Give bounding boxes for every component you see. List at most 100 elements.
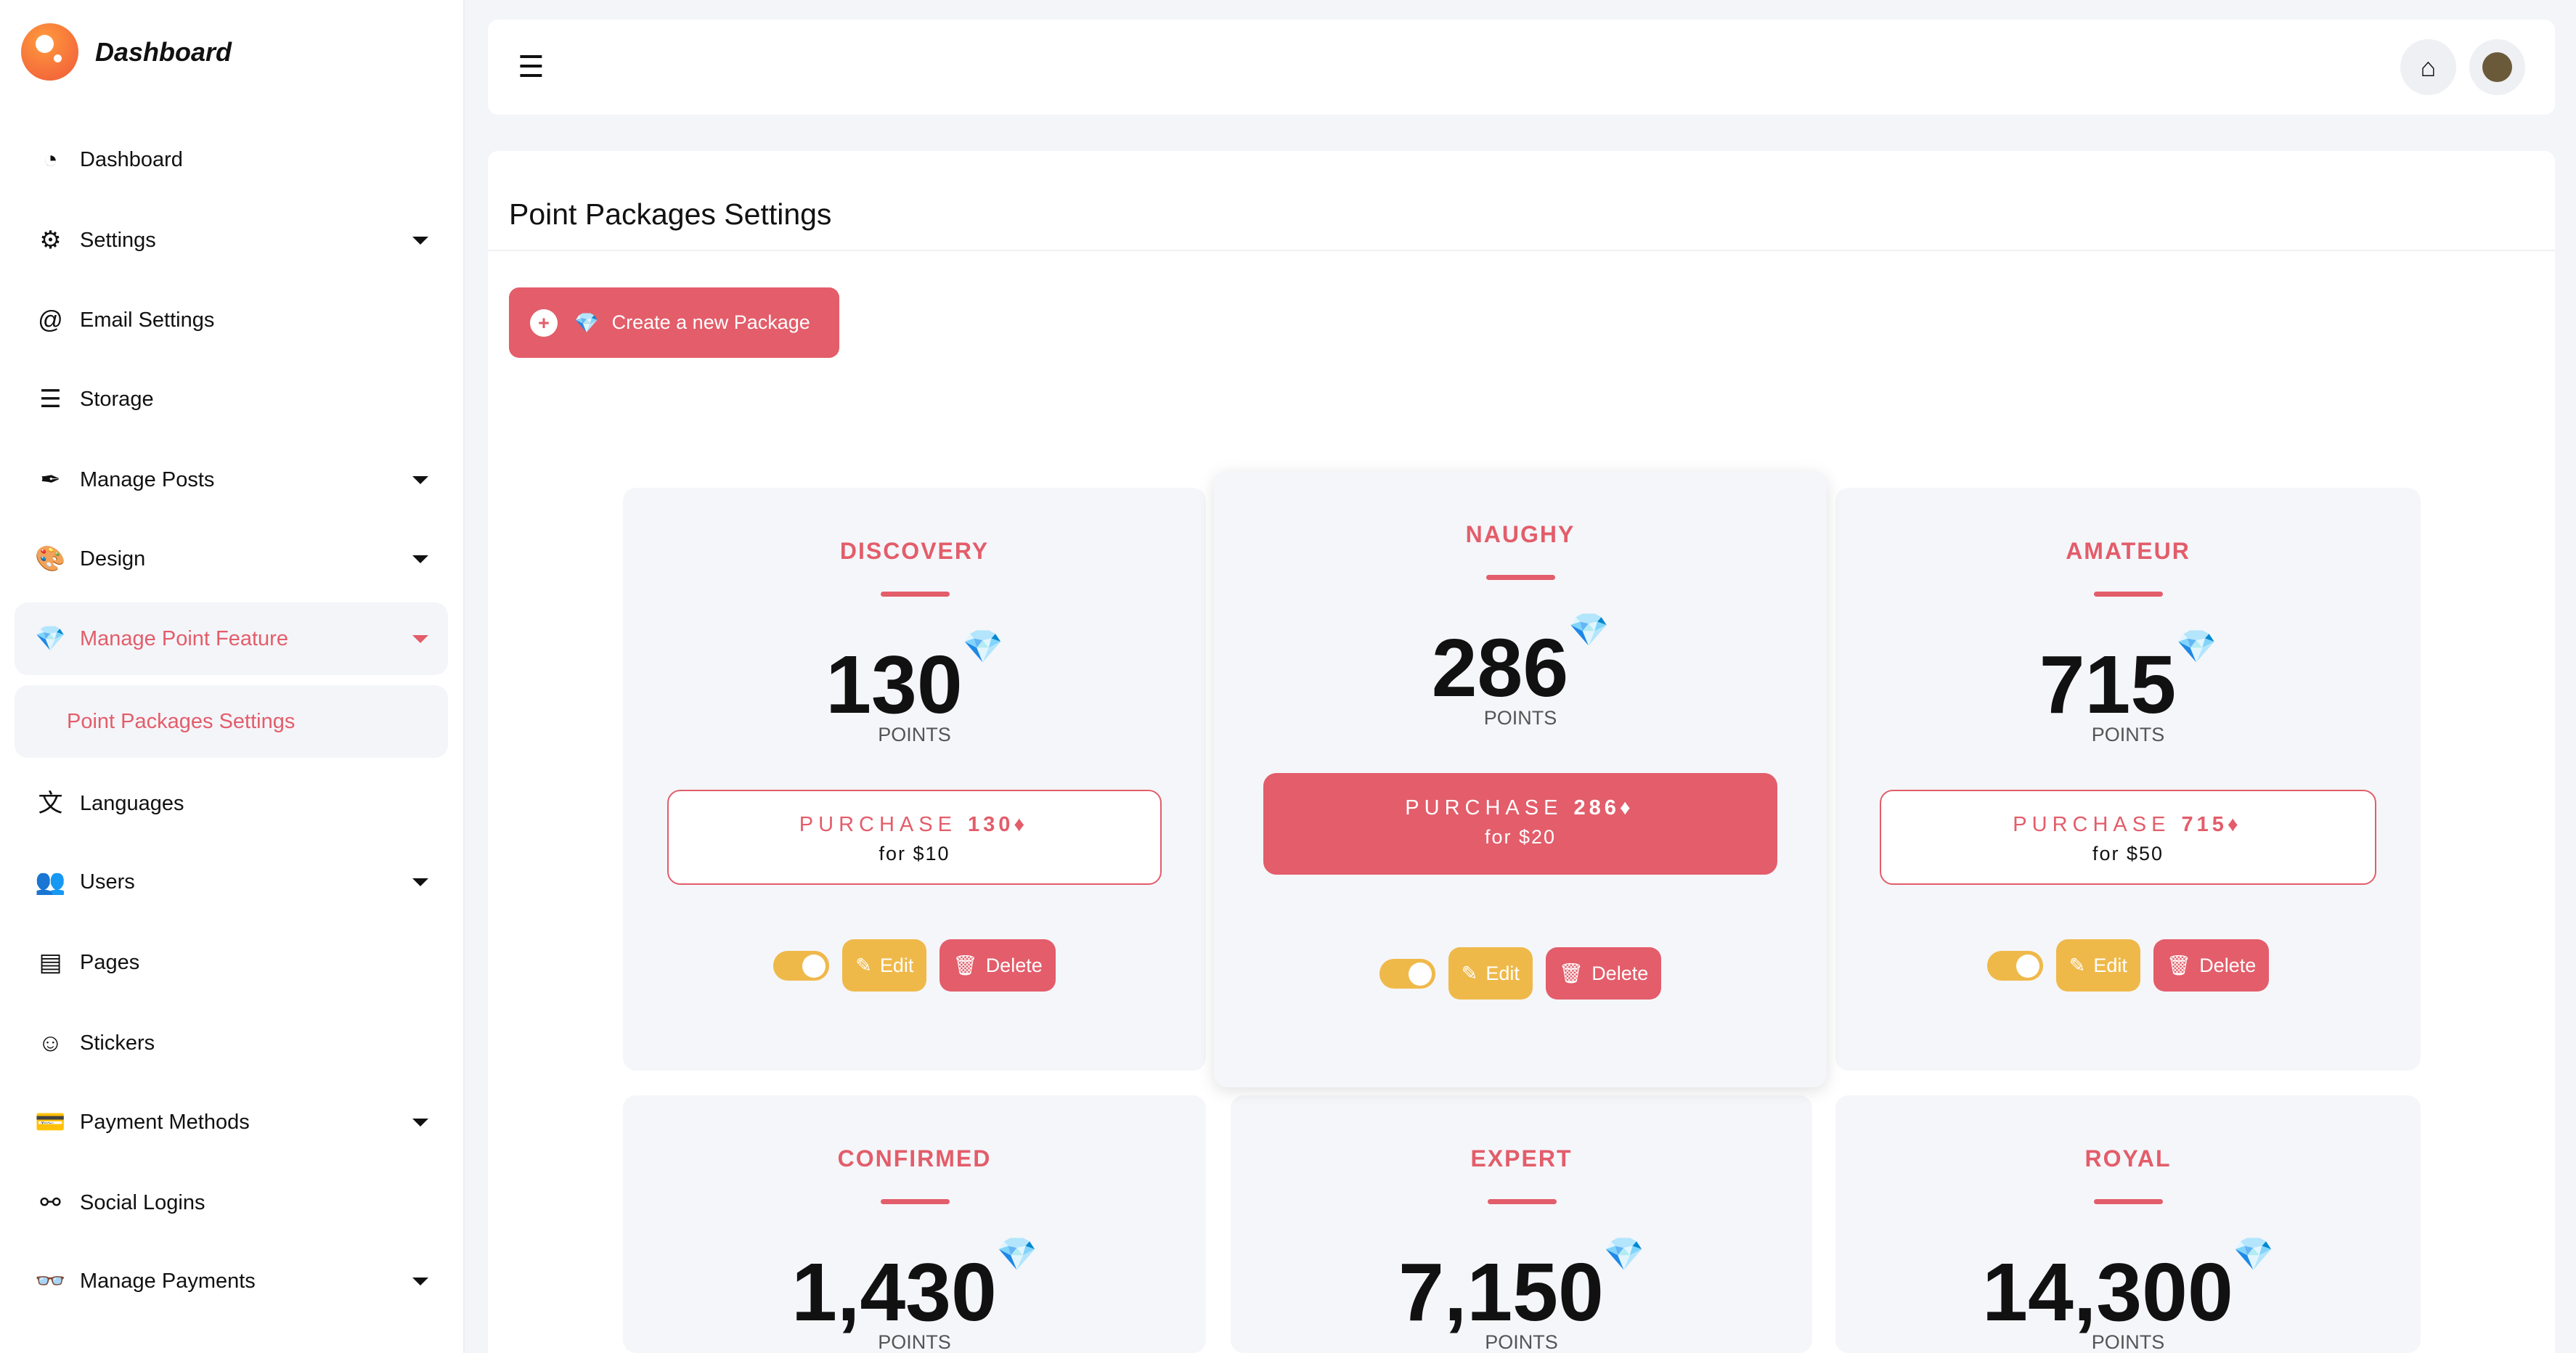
home-button[interactable]: ⌂ xyxy=(2400,39,2456,95)
caret-down-icon[interactable] xyxy=(412,476,428,484)
gem-icon: 💎 xyxy=(2176,628,2217,665)
money-icon: 👓 xyxy=(35,1267,66,1295)
caret-down-icon[interactable] xyxy=(412,1119,428,1127)
package-name: EXPERT xyxy=(1470,1145,1573,1172)
menu-list-icon[interactable]: ☰ xyxy=(518,50,545,83)
edit-button[interactable]: ✎ Edit xyxy=(1448,947,1533,1000)
delete-label: Delete xyxy=(2199,954,2257,976)
purchase-points: 286 xyxy=(1573,796,1620,819)
gem-icon: ♦ xyxy=(1014,813,1030,836)
share-icon: ⚯ xyxy=(40,1189,61,1217)
points-label: POINTS xyxy=(1483,707,1557,729)
palette-icon: 🎨 xyxy=(35,545,66,573)
trash-icon: 🗑 xyxy=(2166,955,2192,976)
purchase-button[interactable]: PURCHASE 286♦ for $20 xyxy=(1263,773,1777,875)
gem-icon: 💎 xyxy=(35,625,66,653)
edit-button[interactable]: ✎ Edit xyxy=(2055,939,2140,992)
sidebar-item-label: Pages xyxy=(80,951,140,974)
sidebar-item-manage-payments[interactable]: 👓 Manage Payments xyxy=(15,1245,448,1317)
sidebar-item-label: Manage Point Feature xyxy=(80,627,288,650)
delete-button[interactable]: 🗑 Delete xyxy=(1545,947,1662,1000)
points-value: 14,300 xyxy=(1982,1246,2233,1338)
sidebar-item-label: Languages xyxy=(80,792,184,815)
delete-label: Delete xyxy=(985,954,1043,976)
points-value: 715 xyxy=(2039,639,2177,730)
purchase-button[interactable]: PURCHASE 130♦ for $10 xyxy=(667,790,1162,885)
sidebar-item-email-settings[interactable]: @ Email Settings xyxy=(15,284,448,356)
caret-down-icon[interactable] xyxy=(412,237,428,245)
caret-down-icon[interactable] xyxy=(412,1278,428,1285)
at-icon: @ xyxy=(38,306,63,334)
package-name: NAUGHY xyxy=(1465,521,1576,547)
gem-icon: 💎 xyxy=(574,311,599,334)
sidebar-item-storage[interactable]: ☰ Storage xyxy=(15,363,448,436)
accent-bar xyxy=(2094,1199,2163,1204)
sidebar-item-users[interactable]: 👥 Users xyxy=(15,846,448,918)
purchase-points: 715 xyxy=(2181,813,2227,836)
sidebar-subitem-point-packages-settings[interactable]: Point Packages Settings xyxy=(15,685,448,758)
points-value: 7,150 xyxy=(1398,1246,1604,1338)
purchase-label: PURCHASE xyxy=(799,813,957,836)
active-toggle[interactable] xyxy=(773,950,830,981)
package-name: CONFIRMED xyxy=(837,1145,992,1172)
sidebar-item-stickers[interactable]: ☺ Stickers xyxy=(15,1007,448,1079)
package-points: 130💎 xyxy=(623,630,1206,726)
logo xyxy=(21,23,78,81)
gem-icon: 💎 xyxy=(2233,1235,2274,1272)
price: for $20 xyxy=(1484,826,1557,848)
accent-bar xyxy=(2094,592,2163,597)
price: for $10 xyxy=(879,843,950,864)
sidebar-item-languages[interactable]: 文 Languages xyxy=(15,767,448,840)
gauge-icon: ◔ xyxy=(43,146,58,173)
package-card: AMATEUR 715💎 POINTS PURCHASE 715♦ for $5… xyxy=(1835,488,2421,1071)
divider xyxy=(488,250,2555,251)
points-label: POINTS xyxy=(1485,1331,1558,1353)
price: for $50 xyxy=(2092,843,2164,864)
sidebar-item-pages[interactable]: ▤ Pages xyxy=(15,926,448,999)
active-toggle[interactable] xyxy=(1379,958,1435,989)
pencil-icon: ✎ xyxy=(1461,962,1478,984)
purchase-button[interactable]: PURCHASE 715♦ for $50 xyxy=(1880,790,2376,885)
home-icon: ⌂ xyxy=(2420,52,2437,82)
active-toggle[interactable] xyxy=(1986,950,2043,981)
points-label: POINTS xyxy=(2091,1331,2165,1353)
sidebar-item-settings[interactable]: ⚙ Settings xyxy=(15,204,448,277)
package-points: 14,300💎 xyxy=(1835,1238,2421,1333)
accent-bar xyxy=(1486,575,1555,580)
brand-title: Dashboard xyxy=(95,36,232,67)
database-icon: ☰ xyxy=(39,385,62,413)
sidebar-item-label: Users xyxy=(80,870,135,894)
accent-bar xyxy=(880,592,950,597)
page-title: Point Packages Settings xyxy=(509,197,832,231)
points-label: POINTS xyxy=(878,1331,951,1353)
card-actions: ✎ Edit 🗑 Delete xyxy=(623,939,1206,992)
sidebar-item-payment-methods[interactable]: 💳 Payment Methods xyxy=(15,1086,448,1158)
sticker-icon: ☺ xyxy=(38,1029,63,1057)
points-value: 286 xyxy=(1431,622,1569,714)
sidebar-item-dashboard[interactable]: ◔ Dashboard xyxy=(15,123,448,196)
points-value: 1,430 xyxy=(791,1246,997,1338)
card-actions: ✎ Edit 🗑 Delete xyxy=(1214,947,1827,1000)
avatar-image xyxy=(2482,52,2512,82)
sidebar-item-social-logins[interactable]: ⚯ Social Logins xyxy=(15,1166,448,1239)
caret-down-icon[interactable] xyxy=(412,878,428,886)
delete-button[interactable]: 🗑 Delete xyxy=(939,939,1056,992)
page-icon: ▤ xyxy=(38,949,62,976)
sidebar-item-label: Storage xyxy=(80,388,154,411)
sidebar-item-label: Email Settings xyxy=(80,308,215,332)
edit-button[interactable]: ✎ Edit xyxy=(842,939,927,992)
caret-down-icon[interactable] xyxy=(412,555,428,563)
sidebar-item-label: Manage Posts xyxy=(80,468,215,491)
sidebar-item-manage-point-feature[interactable]: 💎 Manage Point Feature xyxy=(15,602,448,675)
package-points: 715💎 xyxy=(1835,630,2421,726)
caret-down-icon[interactable] xyxy=(412,635,428,643)
create-package-button[interactable]: + 💎 Create a new Package xyxy=(509,287,839,358)
delete-button[interactable]: 🗑 Delete xyxy=(2153,939,2270,992)
avatar[interactable] xyxy=(2469,39,2525,95)
brand[interactable]: Dashboard xyxy=(21,23,232,81)
sidebar-item-manage-posts[interactable]: ✒ Manage Posts xyxy=(15,443,448,516)
package-name: DISCOVERY xyxy=(839,538,990,564)
sidebar-item-design[interactable]: 🎨 Design xyxy=(15,523,448,595)
package-card: EXPERT 7,150💎 POINTS xyxy=(1231,1095,1812,1353)
trash-icon: 🗑 xyxy=(953,955,978,976)
